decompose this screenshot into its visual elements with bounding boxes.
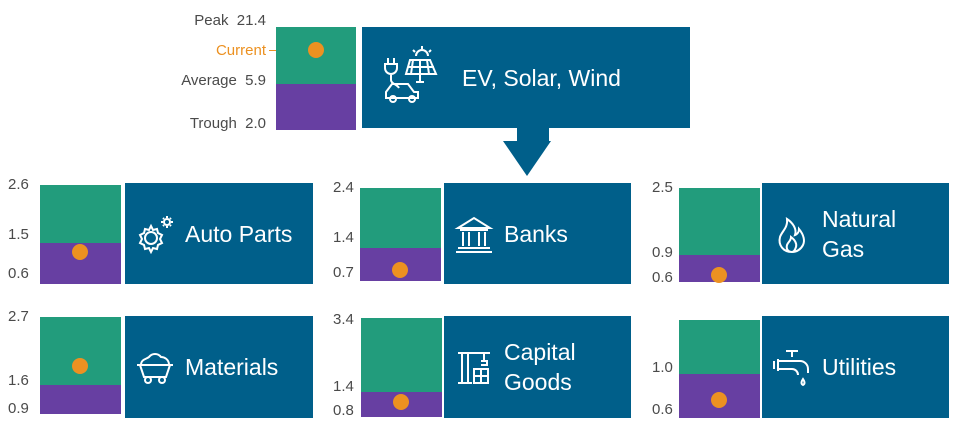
ev-solar-icon xyxy=(384,45,438,103)
auto-parts-box: Auto Parts xyxy=(125,183,313,284)
capital-goods-trough-label: 0.8 xyxy=(333,402,354,419)
auto-parts-above-average-band xyxy=(40,185,121,243)
natural-gas-box: Natural Gas xyxy=(762,183,949,284)
materials-current-marker xyxy=(72,358,88,374)
trough-label: Trough 2.0 xyxy=(189,115,266,132)
faucet-icon xyxy=(773,350,809,387)
natural-gas-current-marker xyxy=(711,267,727,283)
natural-gas-above-average-band xyxy=(679,188,760,255)
average-label: Average 5.9 xyxy=(181,72,266,89)
materials-peak-label: 2.7 xyxy=(8,308,29,325)
natural-gas-peak-label: 2.5 xyxy=(652,179,673,196)
below-average-band xyxy=(276,84,356,130)
banks-above-average-band xyxy=(360,188,441,248)
auto-parts-average-label: 1.5 xyxy=(8,226,29,243)
headline-title: EV, Solar, Wind xyxy=(462,64,621,91)
flame-icon xyxy=(778,216,805,253)
mine-cart-icon xyxy=(137,353,173,384)
utilities-trough-label: 0.6 xyxy=(652,401,673,418)
capital-goods-box: Capital Goods xyxy=(444,316,631,418)
utilities-box: Utilities xyxy=(762,316,949,418)
materials-trough-label: 0.9 xyxy=(8,400,29,417)
utilities-current-marker xyxy=(711,392,727,408)
bank-icon xyxy=(454,216,494,253)
natural-gas-title: Natural Gas xyxy=(822,205,897,262)
natural-gas-trough-label: 0.6 xyxy=(652,269,673,286)
capital-goods-average-label: 1.4 xyxy=(333,378,354,395)
materials-below-average-band xyxy=(40,385,121,414)
peak-label: Peak 21.4 xyxy=(194,12,266,29)
banks-title: Banks xyxy=(504,220,568,247)
capital-goods-above-average-band xyxy=(361,318,442,392)
arrow-down-icon xyxy=(503,141,551,176)
materials-box: Materials xyxy=(125,316,313,418)
banks-average-label: 1.4 xyxy=(333,229,354,246)
materials-average-label: 1.6 xyxy=(8,372,29,389)
banks-box: Banks xyxy=(444,183,631,284)
auto-parts-title: Auto Parts xyxy=(185,220,293,247)
headline-box: EV, Solar, Wind xyxy=(362,27,690,128)
capital-goods-current-marker xyxy=(393,394,409,410)
current-label: Current xyxy=(215,42,266,59)
arrow-stem xyxy=(517,128,549,142)
materials-title: Materials xyxy=(185,354,279,380)
utilities-title: Utilities xyxy=(822,354,897,380)
gears-icon xyxy=(138,215,173,254)
crane-icon xyxy=(458,352,490,384)
auto-parts-trough-label: 0.6 xyxy=(8,265,29,282)
utilities-above-average-band xyxy=(679,320,760,374)
current-marker xyxy=(308,42,324,58)
materials-above-average-band xyxy=(40,317,121,385)
capital-goods-peak-label: 3.4 xyxy=(333,311,354,328)
banks-current-marker xyxy=(392,262,408,278)
natural-gas-average-label: 0.9 xyxy=(652,244,673,261)
banks-trough-label: 0.7 xyxy=(333,264,354,281)
auto-parts-peak-label: 2.6 xyxy=(8,176,29,193)
utilities-average-label: 1.0 xyxy=(652,359,673,376)
banks-peak-label: 2.4 xyxy=(333,179,354,196)
auto-parts-current-marker xyxy=(72,244,88,260)
capital-goods-title: Capital Goods xyxy=(504,339,576,395)
